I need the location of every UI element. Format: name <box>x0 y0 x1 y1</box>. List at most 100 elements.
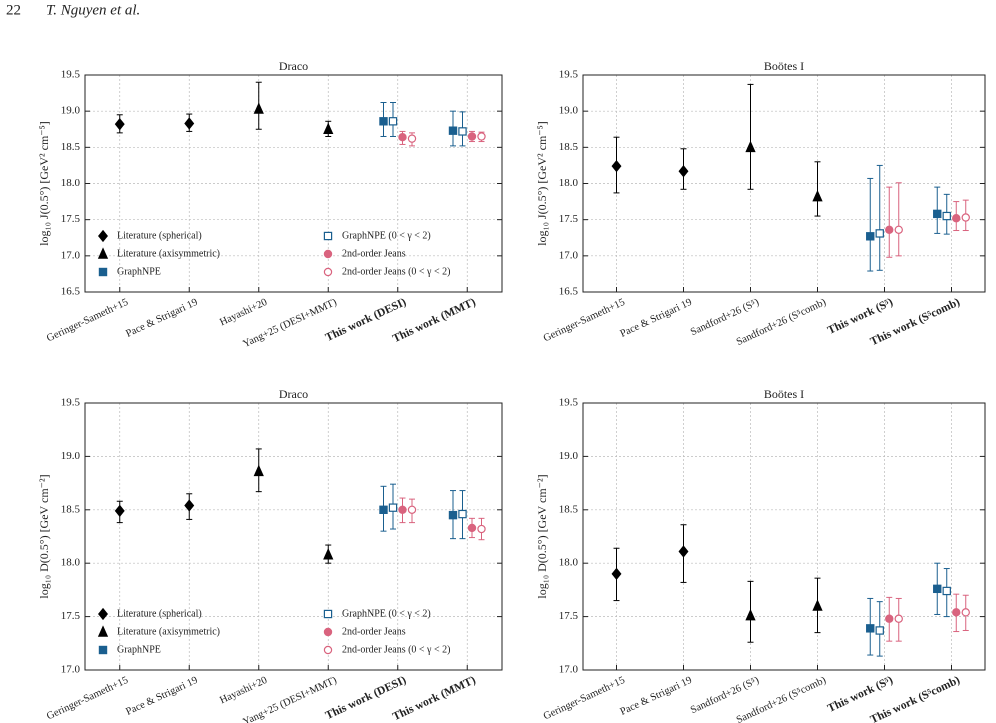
chart-title: Draco <box>279 59 308 73</box>
x-tick-label: Geringer-Sameth+15 <box>542 297 627 344</box>
y-tick-label: 19.5 <box>559 69 579 81</box>
data-point <box>894 614 903 623</box>
legend-marker <box>98 229 108 243</box>
chart-title: Boötes I <box>764 387 804 401</box>
y-tick-label: 17.5 <box>61 610 81 622</box>
legend-marker <box>98 645 108 655</box>
data-point <box>885 225 894 234</box>
legend-label: Literature (spherical) <box>117 230 202 241</box>
legend-label: 2nd-order Jeans <box>342 248 406 259</box>
legend-marker <box>323 645 333 655</box>
x-tick-label: Pace & Strigari 19 <box>619 297 694 340</box>
y-axis-label: log₁₀ D(0.5°) [GeV cm⁻²] <box>535 474 549 598</box>
data-point <box>253 102 264 114</box>
running-head: T. Nguyen et al. <box>46 2 140 18</box>
legend-marker <box>323 627 333 637</box>
data-point <box>942 586 951 596</box>
y-tick-label: 19.0 <box>559 450 579 462</box>
y-tick-label: 18.5 <box>61 503 81 515</box>
data-point <box>398 505 407 514</box>
y-tick-label: 16.5 <box>61 286 81 298</box>
x-tick-label: Geringer-Sameth+15 <box>45 297 130 344</box>
x-tick-label: Pace & Strigari 19 <box>124 675 199 718</box>
data-point <box>952 608 961 617</box>
data-point <box>388 503 398 512</box>
y-tick-label: 17.5 <box>559 213 579 225</box>
data-point <box>866 232 875 241</box>
x-tick-label: Pace & Strigari 19 <box>124 297 199 340</box>
y-tick-label: 16.5 <box>559 286 579 298</box>
data-point <box>812 189 823 202</box>
data-point <box>184 117 195 130</box>
data-point <box>398 133 407 142</box>
y-tick-label: 18.0 <box>559 557 579 569</box>
data-point <box>875 626 884 635</box>
y-tick-label: 17.5 <box>559 610 579 622</box>
y-tick-label: 18.5 <box>559 141 579 153</box>
data-point <box>477 524 486 534</box>
page-number: 22 <box>6 2 21 18</box>
y-tick-label: 19.5 <box>61 69 81 81</box>
data-point <box>933 209 942 219</box>
data-point <box>961 213 970 222</box>
y-tick-label: 17.0 <box>559 664 579 676</box>
data-point <box>184 499 195 512</box>
data-point <box>323 122 334 135</box>
y-tick-label: 17.0 <box>61 249 81 261</box>
panel: 16.5 17.0 17.5 18.0 18.5 19.0 19.5 Geringer-Sam… <box>37 59 503 350</box>
y-tick-label: 17.0 <box>559 249 579 261</box>
data-point <box>477 132 486 141</box>
data-point <box>866 624 875 633</box>
data-point <box>745 140 756 153</box>
chart-title: Boötes I <box>764 59 804 73</box>
y-tick-label: 18.0 <box>559 177 579 189</box>
data-point <box>885 614 894 623</box>
data-point <box>952 214 961 223</box>
legend-label: 2nd-order Jeans (0 < γ < 2) <box>342 266 450 277</box>
legend-label: GraphNPE <box>117 266 161 277</box>
plot-frame <box>84 402 503 671</box>
y-tick-label: 18.0 <box>61 177 81 189</box>
data-point <box>812 599 823 611</box>
x-tick-label: Pace & Strigari 19 <box>619 675 694 718</box>
data-point <box>611 567 622 581</box>
x-tick-label: Geringer-Sameth+15 <box>542 675 627 722</box>
y-axis-label: log₁₀ D(0.5°) [GeV cm⁻²] <box>37 474 51 598</box>
data-point <box>114 504 125 518</box>
data-point <box>379 505 388 515</box>
panel: 17.0 17.5 18.0 18.5 19.0 19.5 Geringer-Sameth+… <box>37 387 503 723</box>
legend-marker <box>323 249 333 259</box>
data-point <box>458 509 467 519</box>
y-tick-label: 19.0 <box>61 105 81 117</box>
data-point <box>379 117 388 126</box>
data-point <box>611 159 622 173</box>
data-point <box>114 118 125 131</box>
data-point <box>933 584 942 594</box>
data-point <box>678 545 689 558</box>
legend-label: 2nd-order Jeans <box>342 626 406 637</box>
y-tick-label: 19.5 <box>61 397 81 409</box>
data-point <box>407 505 417 514</box>
data-point <box>323 547 334 560</box>
legend-label: Literature (axisymmetric) <box>117 626 220 637</box>
data-point <box>253 464 264 477</box>
y-tick-label: 17.5 <box>61 213 81 225</box>
legend-marker <box>97 625 109 637</box>
data-point <box>875 229 884 238</box>
y-tick-label: 18.5 <box>61 141 81 153</box>
data-point <box>678 165 689 178</box>
data-point <box>448 126 458 135</box>
y-tick-label: 19.0 <box>61 450 81 462</box>
panel: 17.0 17.5 18.0 18.5 19.0 19.5 Geringer-Sameth+… <box>535 387 986 723</box>
legend-marker <box>98 607 108 621</box>
legend-label: GraphNPE (0 < γ < 2) <box>342 230 431 241</box>
legend-label: GraphNPE (0 < γ < 2) <box>342 608 431 619</box>
x-tick-label: Geringer-Sameth+15 <box>45 675 130 722</box>
legend-marker <box>323 231 333 241</box>
y-tick-label: 19.0 <box>559 105 579 117</box>
data-point <box>407 134 417 143</box>
legend-label: 2nd-order Jeans (0 < γ < 2) <box>342 644 450 655</box>
data-point <box>745 608 756 621</box>
chart-title: Draco <box>279 387 308 401</box>
